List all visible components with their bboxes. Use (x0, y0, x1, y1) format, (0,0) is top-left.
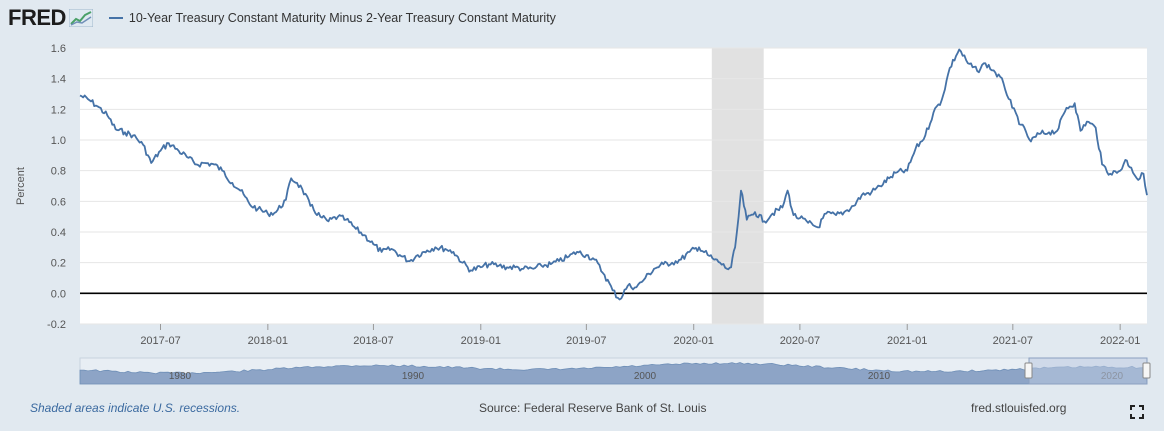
plot-background (80, 48, 1147, 324)
chart-header: FRED 10-Year Treasury Constant Maturity … (8, 4, 556, 32)
site-link[interactable]: fred.stlouisfed.org (971, 401, 1067, 415)
legend-label: 10-Year Treasury Constant Maturity Minus… (128, 11, 556, 25)
navigator-selection[interactable] (1028, 357, 1148, 385)
legend-swatch (108, 17, 123, 19)
y-tick-label: 0.6 (51, 196, 66, 208)
y-tick-label: 0.2 (51, 258, 66, 270)
source-text: Source: Federal Reserve Bank of St. Loui… (479, 401, 707, 415)
x-tick-label: 2019-01 (461, 335, 501, 347)
y-tick-label: 1.4 (51, 74, 66, 86)
navigator-label: 2010 (868, 371, 891, 382)
range-navigator[interactable]: 19801990200020102020 (79, 357, 1151, 385)
chart: -0.20.00.20.40.60.81.01.21.41.6 Percent … (15, 43, 1151, 385)
y-tick-label: 1.6 (51, 43, 66, 55)
recession-note: Shaded areas indicate U.S. recessions. (30, 401, 241, 415)
navigator-left-handle[interactable] (1024, 362, 1033, 379)
x-tick-label: 2018-01 (248, 335, 288, 347)
y-tick-label: -0.2 (47, 319, 66, 331)
navigator-area (79, 362, 1148, 385)
y-tick-label: 0.8 (51, 166, 66, 178)
navigator-label: 1980 (169, 371, 192, 382)
fullscreen-icon[interactable] (1130, 405, 1144, 419)
recession-shading-layer (711, 48, 764, 324)
y-axis-label: Percent (15, 167, 27, 205)
fred-logo[interactable]: FRED (8, 5, 66, 30)
series-line (79, 48, 1148, 301)
navigator-label: 1990 (402, 371, 425, 382)
x-tick-label: 2017-07 (140, 335, 180, 347)
x-tick-label: 2020-07 (780, 335, 820, 347)
y-tick-label: 0.0 (51, 288, 66, 300)
y-tick-label: 1.2 (51, 104, 66, 116)
navigator-right-handle[interactable] (1142, 362, 1151, 379)
x-tick-label: 2018-07 (353, 335, 393, 347)
y-tick-label: 0.4 (51, 227, 66, 239)
navigator-label: 2000 (634, 371, 657, 382)
recession-band (711, 48, 764, 324)
y-axis-ticks: -0.2 0.0 0.2 0.4 0.6 0.8 1.0 1.2 1.4 1.6 (47, 43, 66, 331)
x-tick-label: 2021-07 (993, 335, 1033, 347)
x-tick-label: 2022-01 (1100, 335, 1140, 347)
logo-chart-icon (68, 9, 93, 27)
x-tick-label: 2021-01 (887, 335, 927, 347)
y-tick-label: 1.0 (51, 135, 66, 147)
x-axis-ticks: 2017-07 2018-01 2018-07 2019-01 2019-07 2020-… (140, 324, 1140, 347)
x-tick-label: 2019-07 (566, 335, 606, 347)
x-tick-label: 2020-01 (674, 335, 714, 347)
legend: 10-Year Treasury Constant Maturity Minus… (108, 11, 556, 25)
